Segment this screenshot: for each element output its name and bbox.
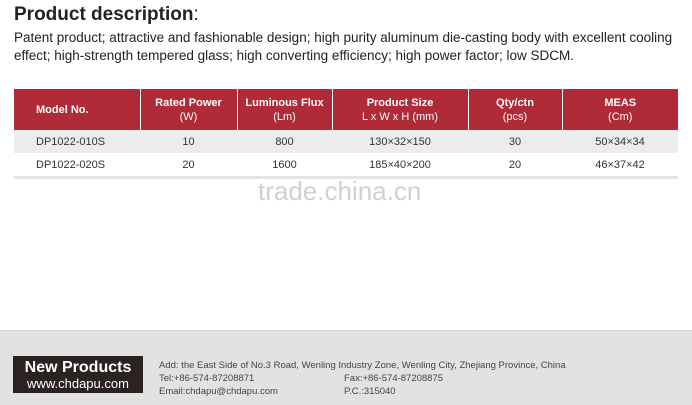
- table-row: DP1022-020S 20 1600 185×40×200 20 46×37×42: [14, 153, 678, 179]
- company-logo[interactable]: New Products www.chdapu.com: [13, 356, 143, 393]
- header-size: Product Size L x W x H (mm): [332, 89, 469, 130]
- page-title: Product description:: [14, 4, 199, 25]
- header-qty: Qty/ctn (pcs): [468, 89, 563, 130]
- table-row: DP1022-010S 10 800 130×32×150 30 50×34×34: [14, 130, 678, 153]
- header-meas: MEAS (Cm): [562, 89, 678, 130]
- product-description: Patent product; attractive and fashionab…: [14, 30, 673, 63]
- contact-info: Add: the East Side of No.3 Road, Wenling…: [159, 360, 566, 397]
- watermark: trade.china.cn: [258, 176, 422, 206]
- spec-table: Model No. Rated Power (W) Luminous Flux (L…: [14, 89, 678, 179]
- header-flux: Luminous Flux (Lm): [237, 89, 333, 130]
- header-model: Model No.: [14, 89, 141, 130]
- footer: New Products www.chdapu.com Add: the Eas…: [0, 330, 692, 405]
- header-power: Rated Power (W): [140, 89, 238, 130]
